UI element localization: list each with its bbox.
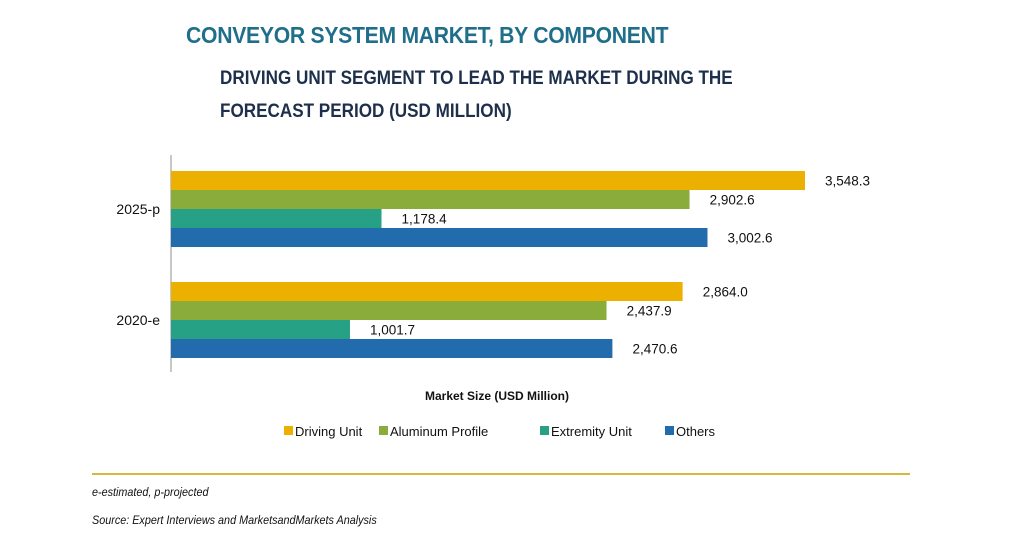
bar-driving-unit <box>171 171 805 190</box>
data-label: 1,178.4 <box>402 212 448 227</box>
data-label-background <box>381 209 482 228</box>
data-label-background <box>612 339 713 358</box>
bar-others <box>171 228 708 247</box>
footnote-abbreviations: e-estimated, p-projected <box>92 485 209 499</box>
category-label: 2025-p <box>116 201 160 217</box>
chart-title: CONVEYOR SYSTEM MARKET, BY COMPONENT <box>186 22 669 48</box>
legend-swatch <box>540 426 549 435</box>
bar-aluminum-profile <box>171 301 607 320</box>
data-label: 2,902.6 <box>710 193 755 208</box>
category-label: 2020-e <box>116 312 160 328</box>
legend-label: Driving Unit <box>295 424 363 439</box>
data-label-background <box>689 190 790 209</box>
data-label: 2,864.0 <box>703 285 748 300</box>
bar-driving-unit <box>171 282 683 301</box>
legend-swatch <box>284 426 293 435</box>
chart-subtitle: DRIVING UNIT SEGMENT TO LEAD THE MARKET … <box>220 68 733 122</box>
bar-extremity-unit <box>171 209 382 228</box>
data-label: 3,548.3 <box>825 174 870 189</box>
data-label-background <box>606 301 707 320</box>
legend-swatch <box>665 426 674 435</box>
legend-label: Others <box>676 424 716 439</box>
x-axis-title: Market Size (USD Million) <box>425 389 569 403</box>
data-label: 2,437.9 <box>627 304 672 319</box>
legend-swatch <box>379 426 388 435</box>
footnote-source: Source: Expert Interviews and Marketsand… <box>92 513 377 527</box>
data-label-background <box>682 282 783 301</box>
bar-aluminum-profile <box>171 190 690 209</box>
data-label-background <box>349 320 450 339</box>
bar-others <box>171 339 613 358</box>
data-label-background <box>707 228 808 247</box>
data-label-background <box>805 171 905 190</box>
data-label: 3,002.6 <box>727 231 772 246</box>
bar-extremity-unit <box>171 320 350 339</box>
data-label: 2,470.6 <box>632 342 677 357</box>
legend-label: Aluminum Profile <box>390 424 488 439</box>
legend-label: Extremity Unit <box>551 424 632 439</box>
data-label: 1,001.7 <box>370 323 415 338</box>
